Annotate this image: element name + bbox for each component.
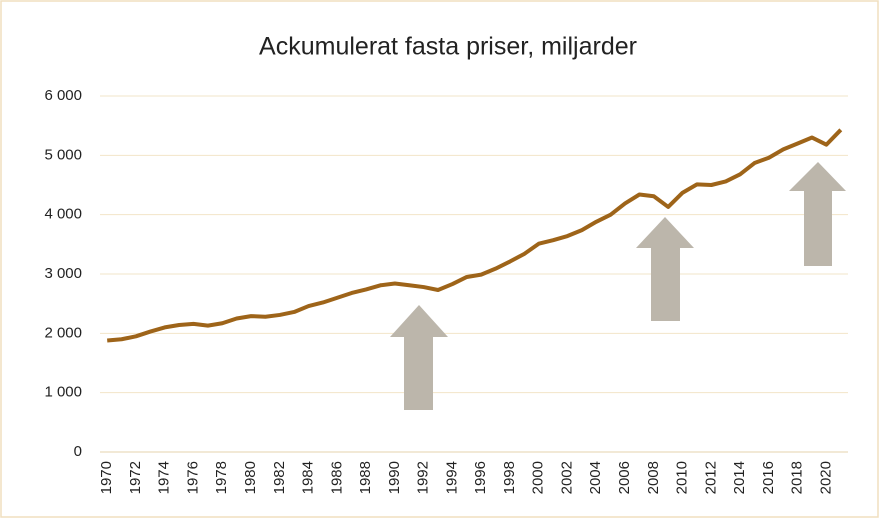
y-tick-label: 4 000	[44, 206, 82, 223]
x-tick-label: 1972	[127, 461, 144, 494]
line	[107, 128, 843, 343]
chart-title: Ackumulerat fasta priser, miljarder	[259, 33, 637, 61]
arrow	[390, 305, 448, 410]
y-tick-label: 5 000	[44, 146, 82, 163]
x-tick-label: 2016	[760, 461, 777, 494]
x-tick-label: 2018	[789, 461, 806, 494]
x-tick-label: 2004	[587, 461, 604, 494]
y-tick-label: 0	[74, 443, 82, 460]
arrow	[789, 162, 846, 266]
x-tick-label: 1992	[415, 461, 432, 494]
x-tick-label: 2014	[731, 461, 748, 494]
x-tick-label: 2020	[817, 461, 834, 494]
x-tick-label: 1988	[357, 461, 374, 494]
y-tick-label: 3 000	[44, 265, 82, 282]
x-tick-label: 1982	[271, 461, 288, 494]
x-tick-label: 2010	[674, 461, 691, 494]
x-tick-label: 1978	[213, 461, 230, 494]
x-tick-label: 1994	[443, 461, 460, 494]
x-tick-label: 1990	[386, 461, 403, 494]
x-tick-label: 2008	[645, 461, 662, 494]
grid	[100, 95, 848, 453]
x-tick-label: 1976	[184, 461, 201, 494]
plot	[107, 128, 843, 343]
x-tick-label: 1970	[98, 461, 115, 494]
x-tick-label: 2002	[558, 461, 575, 494]
x-tick-label: 1984	[300, 461, 317, 494]
x-tick-label: 2000	[530, 461, 547, 494]
x-tick-label: 1998	[501, 461, 518, 494]
x-tick-label: 1996	[472, 461, 489, 494]
x-tick-label: 1974	[156, 461, 173, 494]
x-tick-label: 1986	[328, 461, 345, 494]
y-tick-label: 6 000	[44, 87, 82, 104]
y-tick-label: 1 000	[44, 384, 82, 401]
y-tick-label: 2 000	[44, 324, 82, 341]
x-tick-label: 2006	[616, 461, 633, 494]
x-tick-label: 1980	[242, 461, 259, 494]
x-tick-label: 2012	[702, 461, 719, 494]
arrows	[390, 162, 846, 410]
arrow	[636, 217, 694, 321]
